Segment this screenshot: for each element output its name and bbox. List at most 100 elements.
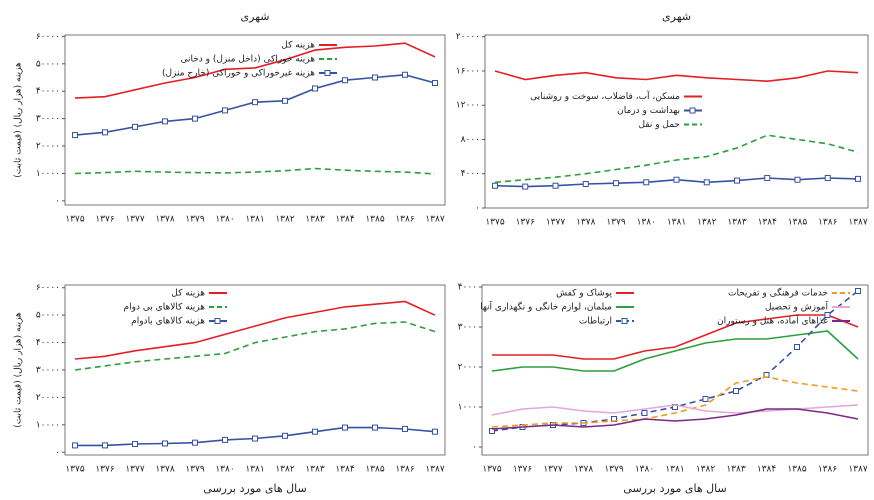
legend-marker — [214, 318, 221, 324]
data-point — [492, 182, 498, 189]
data-point — [432, 428, 438, 435]
y-tick-label: ۲۰۰۰۰ — [36, 393, 60, 403]
y-tick-label: ۳۰۰۰۰ — [36, 114, 60, 124]
x-tick-label: ۱۳۸۱ — [245, 215, 264, 225]
x-tick-label: ۱۳۸۰ — [215, 215, 234, 225]
series-line — [491, 408, 859, 430]
y-tick-label: ۱۲۰۰۰ — [456, 101, 480, 111]
legend-marker — [621, 318, 628, 324]
data-point — [764, 175, 771, 182]
legend-label: بهداشت و درمان — [617, 106, 680, 116]
y-tick-label: ۴۰۰۰ — [458, 283, 477, 293]
data-point — [641, 410, 648, 416]
y-tick-label: ۲۰۰۰۰ — [456, 32, 480, 42]
y-tick-label: ۰ — [475, 204, 480, 214]
series-line — [74, 321, 436, 371]
x-tick-label: ۱۳۸۶ — [395, 215, 415, 225]
legend-label: حمل و نقل — [638, 120, 680, 130]
legend-label: پوشاک و کفش — [556, 288, 612, 299]
data-point — [643, 179, 650, 186]
x-tick-label: ۱۳۸۷ — [425, 215, 445, 225]
data-point — [192, 115, 198, 122]
y-tick-label: ۵۰۰۰۰ — [36, 59, 60, 69]
x-tick-label: ۱۳۸۳ — [726, 465, 746, 475]
x-tick-label: ۱۳۷۵ — [65, 465, 85, 475]
x-tick-label: ۱۳۸۳ — [305, 465, 325, 475]
data-point — [282, 432, 288, 439]
plot-frame — [481, 284, 869, 456]
x-tick-label: ۱۳۸۵ — [365, 465, 385, 475]
data-point — [794, 176, 801, 183]
x-tick-label: ۱۳۷۷ — [125, 215, 145, 225]
y-tick-label: ۶۰۰۰۰ — [36, 283, 60, 293]
data-point — [102, 442, 108, 449]
plot-frame — [64, 284, 446, 456]
y-tick-label: ۱۰۰۰۰ — [36, 169, 60, 179]
x-tick-label: ۱۳۸۰ — [215, 465, 234, 475]
y-tick-label: ۶۰۰۰۰ — [36, 32, 60, 42]
legend-label: هزینه کل — [281, 41, 315, 51]
x-tick-label: ۱۳۸۰ — [637, 218, 656, 228]
x-tick-label: ۱۳۷۵ — [65, 215, 85, 225]
x-tick-label: ۱۳۸۴ — [758, 218, 778, 228]
x-tick-label: ۱۳۷۵ — [482, 465, 502, 475]
x-tick-label: ۱۳۷۶ — [95, 465, 115, 475]
series-line — [491, 376, 859, 428]
data-point — [72, 132, 78, 139]
x-tick-label: ۱۳۸۱ — [665, 465, 684, 475]
legend-label: آموزش و تحصیل — [765, 301, 829, 313]
legend-label: هزینه کالاهای بی دوام — [124, 303, 206, 313]
legend-label: هزینه غیرخوراکی و خوراکی (خارج منزل) — [162, 69, 315, 79]
x-tick-label: ۱۳۷۸ — [155, 215, 175, 225]
data-point — [613, 180, 619, 187]
data-point — [342, 77, 348, 84]
x-tick-label: ۱۳۸۵ — [787, 465, 807, 475]
y-tick-label: ۲۰۰۰ — [458, 363, 477, 373]
data-point — [252, 99, 258, 106]
data-point — [673, 176, 680, 183]
data-point — [192, 439, 198, 446]
data-point — [552, 182, 559, 189]
y-tick-label: ۲۰۰۰۰ — [36, 142, 60, 152]
y-tick-label: ۱۰۰۰ — [458, 403, 477, 413]
x-tick-label: ۱۳۸۴ — [335, 215, 355, 225]
y-tick-label: ۴۰۰۰ — [461, 169, 480, 179]
y-tick-label: ۰ — [55, 448, 60, 458]
x-axis-label: سال های مورد بررسی — [203, 482, 306, 495]
legend-label: هزینه خوراکی (داخل منزل) و دخانی — [180, 55, 315, 65]
y-tick-label: ۴۰۰۰۰ — [36, 87, 60, 97]
x-tick-label: ۱۳۸۳ — [727, 218, 747, 228]
x-tick-label: ۱۳۸۲ — [697, 218, 717, 228]
series-line — [491, 330, 859, 372]
legend-label: مسکن، آب، فاضلاب، سوخت و روشنایی — [530, 90, 680, 102]
x-tick-label: ۱۳۷۹ — [606, 218, 626, 228]
y-tick-label: ۰ — [472, 443, 477, 453]
data-point — [162, 440, 168, 447]
data-point — [372, 74, 378, 81]
x-tick-label: ۱۳۷۹ — [185, 465, 205, 475]
x-tick-label: ۱۳۷۸ — [155, 465, 175, 475]
x-axis-label: سال های مورد بررسی — [623, 482, 726, 495]
chart-title: شهری — [241, 10, 270, 23]
x-tick-label: ۱۳۸۲ — [275, 215, 295, 225]
data-point — [824, 312, 831, 318]
x-tick-label: ۱۳۷۹ — [604, 465, 624, 475]
x-tick-label: ۱۳۸۳ — [305, 215, 325, 225]
data-point — [855, 288, 861, 294]
data-point — [703, 179, 710, 186]
x-tick-label: ۱۳۷۶ — [513, 465, 533, 475]
y-tick-label: ۱۰۰۰۰ — [36, 420, 60, 430]
legend-label: هزینه کل — [171, 289, 205, 299]
x-tick-label: ۱۳۸۶ — [395, 465, 415, 475]
x-tick-label: ۱۳۸۲ — [275, 465, 295, 475]
x-tick-label: ۱۳۷۶ — [95, 215, 115, 225]
x-tick-label: ۱۳۸۷ — [848, 218, 868, 228]
data-point — [702, 396, 709, 402]
data-point — [72, 442, 78, 449]
data-point — [794, 344, 800, 350]
x-tick-label: ۱۳۸۶ — [818, 465, 838, 475]
data-point — [312, 85, 318, 92]
x-tick-label: ۱۳۷۹ — [185, 215, 205, 225]
data-point — [582, 181, 589, 188]
